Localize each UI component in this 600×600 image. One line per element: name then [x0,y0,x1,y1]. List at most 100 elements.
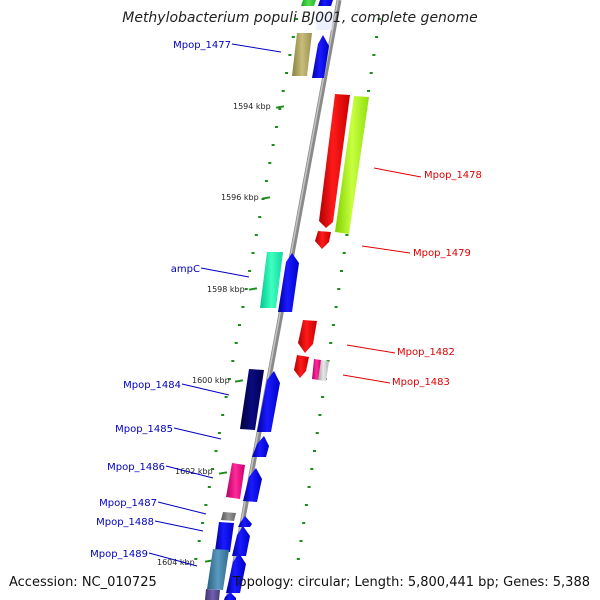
gene-mpop-1489[interactable] [207,549,229,590]
callout-line-ampc [200,267,250,278]
accession-text: Accession: NC_010725 [9,575,157,590]
gene-mpop-1478-companion[interactable] [335,96,369,234]
tick-left-13 [251,252,255,254]
gene-ampc-companion[interactable] [278,253,299,312]
callout-line-mpop-1488 [154,520,204,532]
gene-mpop-1478[interactable] [319,94,350,228]
tick-left-14 [248,270,252,272]
callout-line-mpop-1483 [342,374,391,384]
ruler-dash-1594 [275,105,285,109]
gene-label-mpop-1488[interactable]: Mpop_1488 [96,517,154,528]
gene-mpop-1477-companion[interactable] [292,33,312,76]
tick-left-15 [244,288,248,290]
tick-left-20 [227,378,231,380]
tick-right-14 [340,270,343,272]
gene-bottom-blue[interactable] [224,592,236,600]
gene-mpop-1488-companion[interactable] [232,526,250,556]
gene-top-green[interactable] [301,0,316,6]
tick-right-1 [375,36,379,38]
gene-top-blue[interactable] [318,0,333,6]
gene-mpop-1485[interactable] [252,436,269,457]
tick-left-30 [194,558,198,560]
tick-right-18 [329,342,333,344]
ruler-dash-1596 [261,196,271,200]
gene-mpop-1484[interactable] [240,369,264,430]
gene-label-mpop-1487[interactable]: Mpop_1487 [99,498,157,509]
gene-mpop-1487[interactable] [221,512,236,521]
tick-left-9 [264,180,268,182]
callout-lines [148,43,422,567]
gene-label-mpop-1478[interactable]: Mpop_1478 [424,170,482,181]
gene-mpop-1482[interactable] [298,320,317,353]
topology-text: Topology: circular; Length: 5,800,441 bp… [232,575,590,590]
callout-line-mpop-1485 [173,427,222,440]
tick-right-30 [296,558,300,560]
gene-mpop-1483-companion[interactable] [312,359,321,380]
tick-right-24 [313,450,316,452]
gene-mpop-1489-companion[interactable] [226,553,246,593]
tick-right-17 [331,324,335,326]
callout-line-mpop-1479 [361,245,411,254]
ruler-label-1602: 1602 kbp [175,467,213,476]
callout-line-mpop-1482 [346,344,396,354]
tick-right-27 [304,504,308,506]
gene-label-mpop-1477[interactable]: Mpop_1477 [173,40,231,51]
gene-label-mpop-1482[interactable]: Mpop_1482 [397,347,455,358]
gene-mpop-1486-companion[interactable] [243,468,262,502]
ruler-dash-1604 [204,559,214,563]
tick-left-0 [295,18,299,20]
minus-strand-genes [205,0,334,600]
gene-label-mpop-1479[interactable]: Mpop_1479 [413,248,471,259]
callout-line-mpop-1478 [373,167,422,178]
gene-bottom-purple[interactable] [205,589,220,600]
tick-left-1 [291,36,295,38]
gene-mpop-1487-companion[interactable] [238,516,252,527]
callout-line-mpop-1489 [148,552,198,567]
tick-left-4 [281,90,285,92]
ruler-dash-1600 [234,379,244,383]
tick-left-3 [285,72,289,74]
tick-left-28 [201,522,205,524]
tick-left-25 [211,468,215,470]
tick-left-2 [288,54,292,56]
gene-ampc[interactable] [260,252,283,308]
gene-label-mpop-1489[interactable]: Mpop_1489 [90,549,148,560]
tick-left-8 [268,162,272,164]
gene-label-mpop-1485[interactable]: Mpop_1485 [115,424,173,435]
tick-right-3 [369,72,373,74]
gene-mpop-1486[interactable] [226,463,245,499]
tick-left-24 [214,450,218,452]
tick-right-15 [337,288,341,290]
gene-mpop-1488[interactable] [215,522,234,552]
gene-mpop-1483[interactable] [294,355,309,378]
gene-mpop-1484-companion[interactable] [257,371,280,432]
gene-label-mpop-1484[interactable]: Mpop_1484 [123,380,181,391]
tick-right-23 [315,432,319,434]
callout-line-mpop-1477 [231,43,282,53]
ruler-label-1594: 1594 kbp [233,102,271,111]
gene-label-mpop-1483[interactable]: Mpop_1483 [392,377,450,388]
tick-left-12 [254,234,258,236]
ruler-labels: 1594 kbp 1596 kbp 1598 kbp 1600 kbp 1602… [157,102,285,567]
gene-label-mpop-1486[interactable]: Mpop_1486 [107,462,165,473]
ruler-ticks-right [296,18,381,560]
tick-right-29 [299,540,303,542]
gene-mpop-1483-companion-2[interactable] [318,360,329,381]
ruler-label-1596: 1596 kbp [221,193,259,202]
tick-left-23 [217,432,221,434]
tick-left-17 [238,324,241,326]
tick-left-16 [241,306,245,308]
tick-right-25 [310,468,314,470]
gene-mpop-1479[interactable] [315,231,331,249]
tick-left-5 [278,108,282,110]
gene-label-ampc[interactable]: ampC [171,264,200,275]
tick-left-26 [207,486,211,488]
callout-line-mpop-1486 [165,465,214,479]
tick-right-21 [321,396,325,398]
tick-left-7 [271,144,275,146]
ruler-label-1604: 1604 kbp [157,558,195,567]
gene-mpop-1477[interactable] [312,35,329,78]
tick-right-22 [318,414,322,416]
tick-right-4 [367,90,370,92]
